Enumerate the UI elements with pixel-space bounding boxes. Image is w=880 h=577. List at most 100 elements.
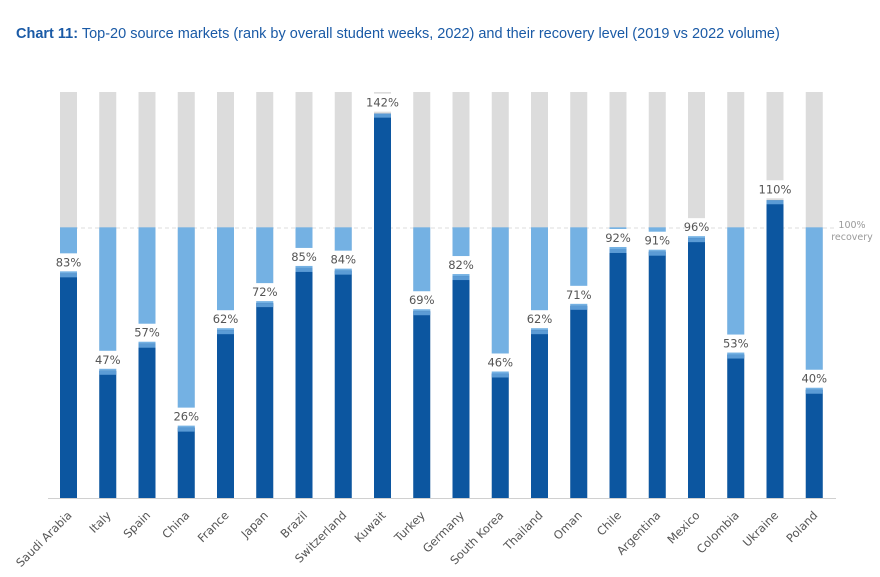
value-bar-cap [374, 113, 391, 118]
value-bar [452, 276, 470, 498]
value-bar-cap [217, 330, 234, 335]
value-bar-cap [570, 305, 588, 310]
value-label: 82% [448, 258, 474, 272]
category-label: Chile [594, 508, 624, 538]
value-label: 71% [566, 288, 592, 302]
value-bar [491, 373, 509, 498]
category-label: Japan [238, 508, 271, 541]
value-bar-cap [452, 276, 470, 281]
label-backdrop [451, 256, 471, 275]
value-label: 83% [56, 255, 82, 269]
shortfall-bar [217, 227, 234, 331]
value-bar-cap [766, 200, 784, 205]
value-label: 53% [723, 337, 749, 351]
chart-title: Chart 11: Top-20 source markets (rank by… [16, 26, 866, 42]
value-bar-cap [177, 427, 195, 432]
value-label: 46% [487, 355, 513, 369]
shortfall-bar [138, 227, 156, 344]
value-bar [688, 238, 705, 498]
value-label: 69% [409, 293, 435, 307]
value-bar [295, 267, 313, 498]
value-bar-cap [99, 370, 117, 375]
category-label: Italy [86, 508, 114, 536]
label-backdrop [687, 218, 706, 237]
value-bar-cap [60, 273, 77, 278]
value-bar [99, 370, 117, 498]
category-label: France [195, 508, 232, 545]
value-bar-cap [491, 373, 509, 378]
label-backdrop [530, 310, 549, 329]
chart-title-prefix: Chart 11: [16, 26, 79, 42]
label-backdrop [569, 285, 589, 304]
label-backdrop [765, 180, 785, 199]
value-bar [570, 305, 588, 498]
value-bar-cap [688, 238, 705, 243]
value-bar [609, 248, 627, 498]
category-label: Ukraine [740, 508, 781, 549]
value-bar-cap [295, 267, 313, 272]
shortfall-bar [727, 227, 745, 355]
label-backdrop [647, 231, 667, 250]
category-label: Oman [551, 508, 585, 542]
value-bar-cap [609, 248, 627, 253]
label-backdrop [333, 250, 353, 269]
value-bar [727, 354, 745, 498]
category-label: Kuwait [352, 508, 389, 545]
label-backdrop [804, 369, 824, 388]
label-backdrop [137, 323, 157, 342]
category-label: Saudi Arabia [13, 508, 75, 570]
chart-title-text: Top-20 source markets (rank by overall s… [81, 26, 780, 42]
shortfall-bar [531, 227, 548, 331]
value-label: 62% [527, 312, 553, 326]
reference-label-line1: 100% [838, 220, 865, 231]
shortfall-bar [177, 227, 195, 428]
value-label: 62% [213, 312, 239, 326]
value-bar [256, 303, 274, 498]
value-label: 110% [759, 182, 792, 196]
label-backdrop [294, 247, 314, 266]
value-label: 40% [801, 372, 827, 386]
category-label: Spain [120, 508, 153, 541]
value-bar-cap [256, 303, 274, 308]
label-backdrop [412, 291, 432, 310]
reference-label-line2: recovery [831, 232, 873, 243]
category-label: China [159, 508, 192, 541]
value-bar [805, 389, 823, 498]
value-label: 142% [366, 96, 399, 110]
value-bar [413, 311, 431, 498]
label-backdrop [176, 407, 196, 426]
value-label: 47% [95, 353, 121, 367]
label-backdrop [490, 353, 510, 372]
value-label: 84% [330, 253, 356, 267]
value-label: 85% [291, 250, 317, 264]
value-bar [648, 251, 666, 498]
value-bar-cap [138, 343, 156, 348]
value-bar [334, 270, 352, 498]
value-bar [138, 343, 156, 498]
category-label: Poland [783, 508, 820, 545]
value-bar-cap [727, 354, 745, 359]
label-backdrop [373, 93, 392, 112]
value-label: 91% [644, 234, 670, 248]
value-bar [177, 427, 195, 498]
label-backdrop [255, 283, 275, 302]
value-bar [531, 330, 548, 498]
category-label: Turkey [391, 508, 428, 545]
label-backdrop [608, 228, 628, 247]
category-label: Brazil [278, 508, 311, 541]
value-label: 72% [252, 285, 278, 299]
category-label: Colombia [694, 508, 742, 556]
value-bar-cap [413, 311, 431, 316]
shortfall-bar [491, 227, 509, 374]
category-label: Thailand [500, 508, 546, 554]
value-bar [766, 200, 784, 498]
value-label: 96% [684, 220, 710, 234]
shortfall-bar [805, 227, 823, 390]
shortfall-bar [413, 227, 431, 312]
label-backdrop [59, 253, 78, 272]
shortfall-bar [99, 227, 117, 371]
label-backdrop [98, 350, 118, 369]
value-bar-cap [334, 270, 352, 275]
value-label: 26% [173, 410, 199, 424]
